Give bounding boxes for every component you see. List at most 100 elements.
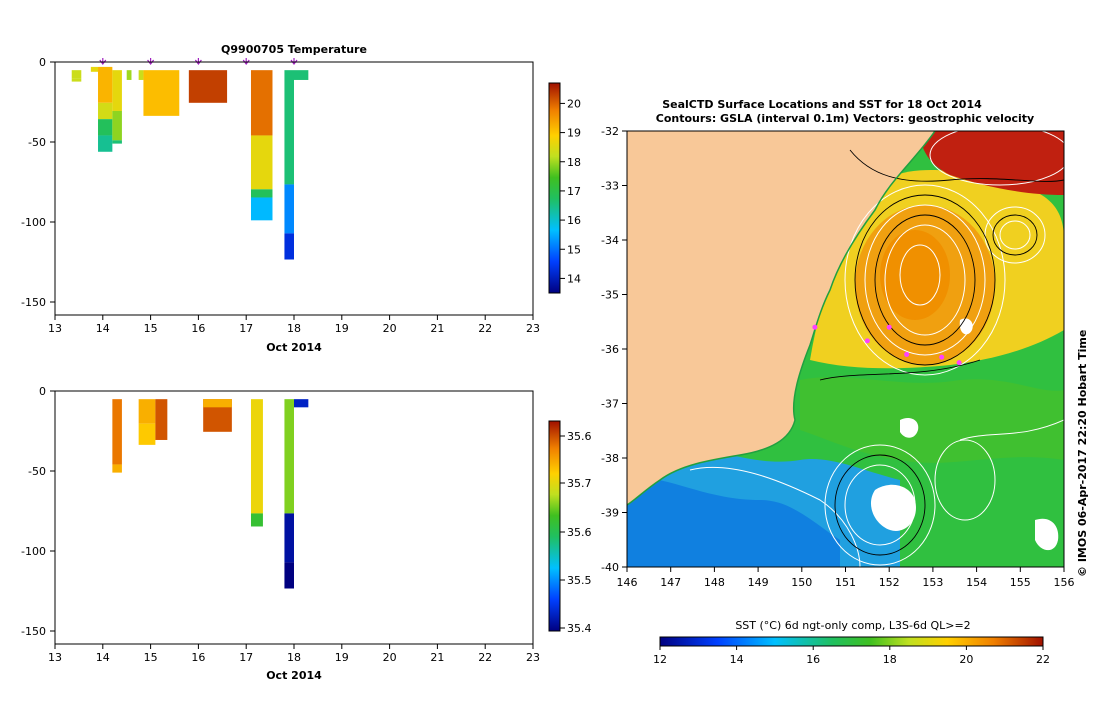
temperature-colorbar-ticks: 20 19 18 17 16 15 14 [560,97,581,285]
x-tick-label: 22 [478,651,492,664]
x-tick-label: 13 [48,651,62,664]
x-tick-label: 18 [287,322,301,335]
x-tick-label: 23 [526,651,540,664]
salinity-y-axis: 0 -50 -100 -150 [21,385,55,638]
profile-segment [294,399,309,408]
temperature-y-tick: -50 [28,136,46,149]
salinity-colorbar [548,420,561,632]
temperature-colorbar [548,82,561,294]
sst-colorbar-tick-label: 22 [1036,653,1050,666]
lon-tick-label: 152 [879,576,900,589]
mid-water-region [800,377,1064,463]
lat-tick-label: -36 [601,343,619,356]
map-panel: SealCTD Surface Locations and SST for 18… [601,98,1089,666]
colorbar-tick-label: 35.7 [567,477,592,490]
profile-segment [284,70,294,185]
profile-marker [99,58,107,65]
profile-segment [112,70,122,111]
profile-segment [71,78,82,82]
lon-tick-label: 149 [748,576,769,589]
seal-location-dot [886,324,892,330]
lon-tick-label: 156 [1054,576,1075,589]
temperature-y-tick: -150 [21,296,46,309]
hot-water-region [920,131,1064,195]
profile-segment [294,70,309,80]
colorbar-tick-label: 14 [567,272,581,285]
seal-location-dot [904,351,910,357]
sst-colorbar-tick-label: 16 [806,653,820,666]
profile-segment [155,399,168,440]
profile-marker [147,58,155,65]
map-area [627,131,1064,567]
colorbar-tick-label: 35.4 [567,622,592,635]
profile-segment [284,184,294,234]
seal-location-dot [956,360,962,366]
profile-marker [290,58,298,65]
profile-segment [138,70,144,80]
temperature-y-tick: 0 [39,56,46,69]
profile-segment [250,70,273,136]
salinity-x-axis: 13 14 15 16 17 18 19 20 21 22 23 [48,644,540,664]
colorbar-tick-label: 35.5 [567,574,592,587]
profile-segment [284,399,294,514]
profile-segment [98,119,113,136]
lon-tick-label: 146 [617,576,638,589]
x-tick-label: 15 [144,651,158,664]
profile-segment [203,399,232,408]
x-tick-label: 20 [383,322,397,335]
x-tick-label: 17 [239,651,253,664]
map-latitude-axis: -32 -33 -34 -35 -36 -37 -38 -39 -40 [601,125,627,574]
temperature-x-label: Oct 2014 [266,341,322,354]
profile-segment [250,399,263,514]
lat-tick-label: -39 [601,507,619,520]
salinity-y-tick: -100 [21,545,46,558]
lon-tick-label: 154 [966,576,987,589]
profile-segment [112,140,122,144]
profile-segment [250,513,263,527]
x-tick-label: 19 [335,322,349,335]
x-tick-label: 14 [96,651,110,664]
sst-colorbar-tick-label: 12 [653,653,667,666]
profile-segment [284,233,294,260]
profile-segment [90,66,99,72]
x-tick-label: 19 [335,651,349,664]
profile-segment [71,70,82,79]
salinity-profiles [112,399,309,589]
profile-segment [98,102,113,120]
map-subtitle: Contours: GSLA (interval 0.1m) Vectors: … [656,112,1034,125]
x-tick-label: 22 [478,322,492,335]
profile-segment [112,464,122,473]
temperature-y-axis: 0 -50 -100 -150 [21,56,55,309]
sst-colorbar-tick-label: 14 [730,653,744,666]
seal-location-dot [812,324,818,330]
profile-segment [138,399,156,424]
cloud-patch [1035,518,1059,551]
eddy-core [880,230,950,320]
salinity-y-tick: -50 [28,465,46,478]
x-tick-label: 13 [48,322,62,335]
sst-colorbar-tick-label: 18 [883,653,897,666]
profile-segment [112,110,122,141]
lat-tick-label: -32 [601,125,619,138]
profile-segment [138,423,156,445]
temperature-y-tick: -100 [21,216,46,229]
profile-segment [112,399,122,465]
seal-location-dot [864,338,870,344]
x-tick-label: 21 [430,651,444,664]
sst-colorbar-label: SST (°C) 6d ngt-only comp, L3S-6d QL>=2 [735,619,970,632]
salinity-y-tick: 0 [39,385,46,398]
lat-tick-label: -40 [601,561,619,574]
temperature-panel: Q9900705 Temperature 0 -50 -100 -150 13 1… [21,43,581,354]
salinity-x-label: Oct 2014 [266,669,322,682]
imos-credit: © IMOS 06-Apr-2017 22:20 Hobart Time [1076,330,1089,577]
temperature-title: Q9900705 Temperature [221,43,367,56]
profile-marker [242,58,250,65]
salinity-panel: 0 -50 -100 -150 13 14 15 16 17 18 19 20 21 22 23 O… [21,385,591,682]
profile-marker [194,58,202,65]
sst-colorbar-ticks: 12 14 16 18 20 22 [653,646,1050,666]
colorbar-tick-label: 19 [567,127,581,140]
lat-tick-label: -37 [601,398,619,411]
profile-segment [143,70,180,116]
sst-colorbar-tick-label: 20 [959,653,973,666]
